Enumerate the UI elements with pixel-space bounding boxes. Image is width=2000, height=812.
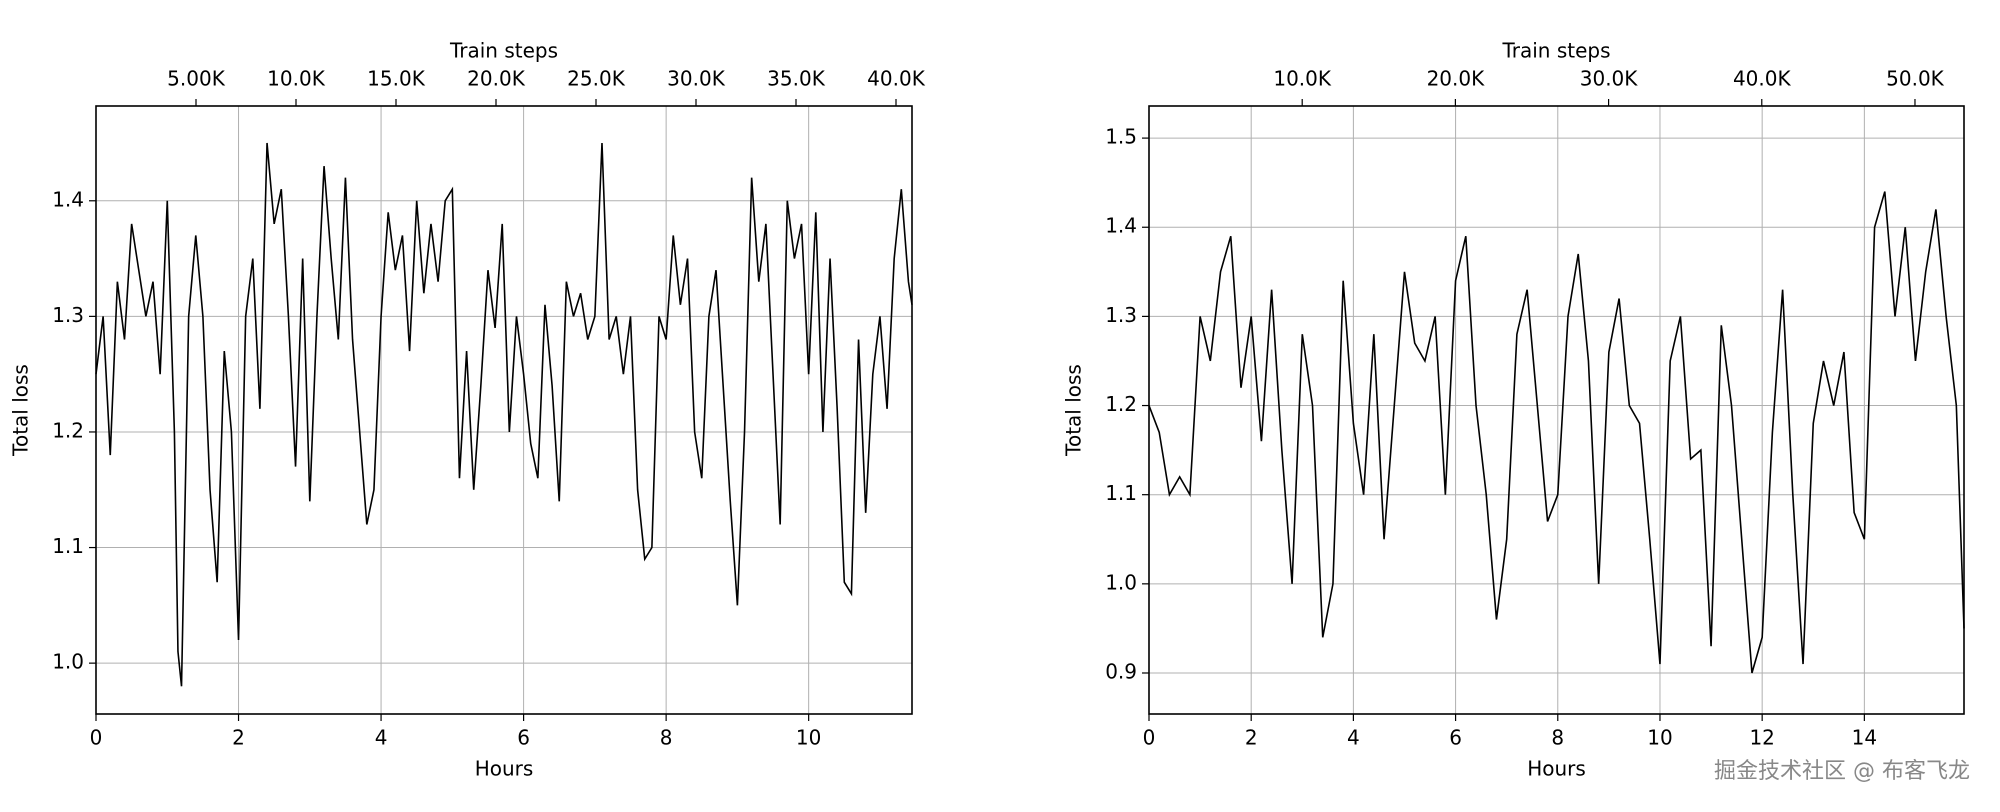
x-tick-label: 0 [90, 726, 103, 750]
x2-tick-label: 40.0K [1733, 67, 1792, 91]
x2-tick-label: 15.0K [367, 67, 426, 91]
x2-axis-label: Train steps [1501, 39, 1610, 63]
x-tick-label: 12 [1749, 726, 1774, 750]
x2-tick-label: 5.00K [167, 67, 226, 91]
x2-tick-label: 50.0K [1886, 67, 1945, 91]
x2-tick-label: 40.0K [867, 67, 926, 91]
x2-tick-label: 30.0K [1580, 67, 1639, 91]
x-tick-label: 10 [796, 726, 821, 750]
y-tick-label: 1.4 [1105, 214, 1137, 238]
y-tick-label: 1.2 [1105, 392, 1137, 416]
x-axis-label: Hours [475, 757, 534, 781]
x2-axis-label: Train steps [449, 39, 558, 63]
y-tick-label: 1.5 [1105, 125, 1137, 149]
x-tick-label: 4 [375, 726, 388, 750]
x2-tick-label: 25.0K [567, 67, 626, 91]
x2-tick-label: 10.0K [267, 67, 326, 91]
x-tick-label: 4 [1347, 726, 1360, 750]
x-tick-label: 2 [1245, 726, 1258, 750]
y-tick-label: 1.1 [52, 534, 84, 558]
y-tick-label: 1.4 [52, 187, 84, 211]
y-tick-label: 1.3 [1105, 303, 1137, 327]
y-tick-label: 1.3 [52, 303, 84, 327]
x-tick-label: 0 [1143, 726, 1156, 750]
x-tick-label: 14 [1852, 726, 1877, 750]
x-tick-label: 6 [1449, 726, 1462, 750]
loss-line [95, 142, 913, 687]
y-tick-label: 1.1 [1105, 481, 1137, 505]
y-tick-label: 1.2 [52, 418, 84, 442]
x2-tick-label: 35.0K [767, 67, 826, 91]
y-axis-label: Total loss [9, 364, 33, 457]
x2-tick-label: 20.0K [467, 67, 526, 91]
x-tick-label: 8 [660, 726, 673, 750]
y-axis-label: Total loss [1062, 364, 1086, 457]
y-tick-label: 1.0 [1105, 570, 1137, 594]
x2-tick-label: 20.0K [1427, 67, 1486, 91]
x2-tick-label: 30.0K [667, 67, 726, 91]
x2-tick-label: 10.0K [1273, 67, 1332, 91]
plot-frame [95, 105, 913, 715]
x-tick-label: 10 [1647, 726, 1672, 750]
watermark: 掘金技术社区 @ 布客飞龙 [1714, 759, 1970, 784]
x-tick-label: 2 [232, 726, 245, 750]
x-tick-label: 8 [1551, 726, 1564, 750]
plot-frame [1148, 105, 1965, 715]
y-tick-label: 0.9 [1105, 659, 1137, 683]
x-tick-label: 6 [517, 726, 530, 750]
x-axis-label: Hours [1527, 757, 1586, 781]
y-tick-label: 1.0 [52, 650, 84, 674]
loss-line [1148, 191, 1965, 674]
